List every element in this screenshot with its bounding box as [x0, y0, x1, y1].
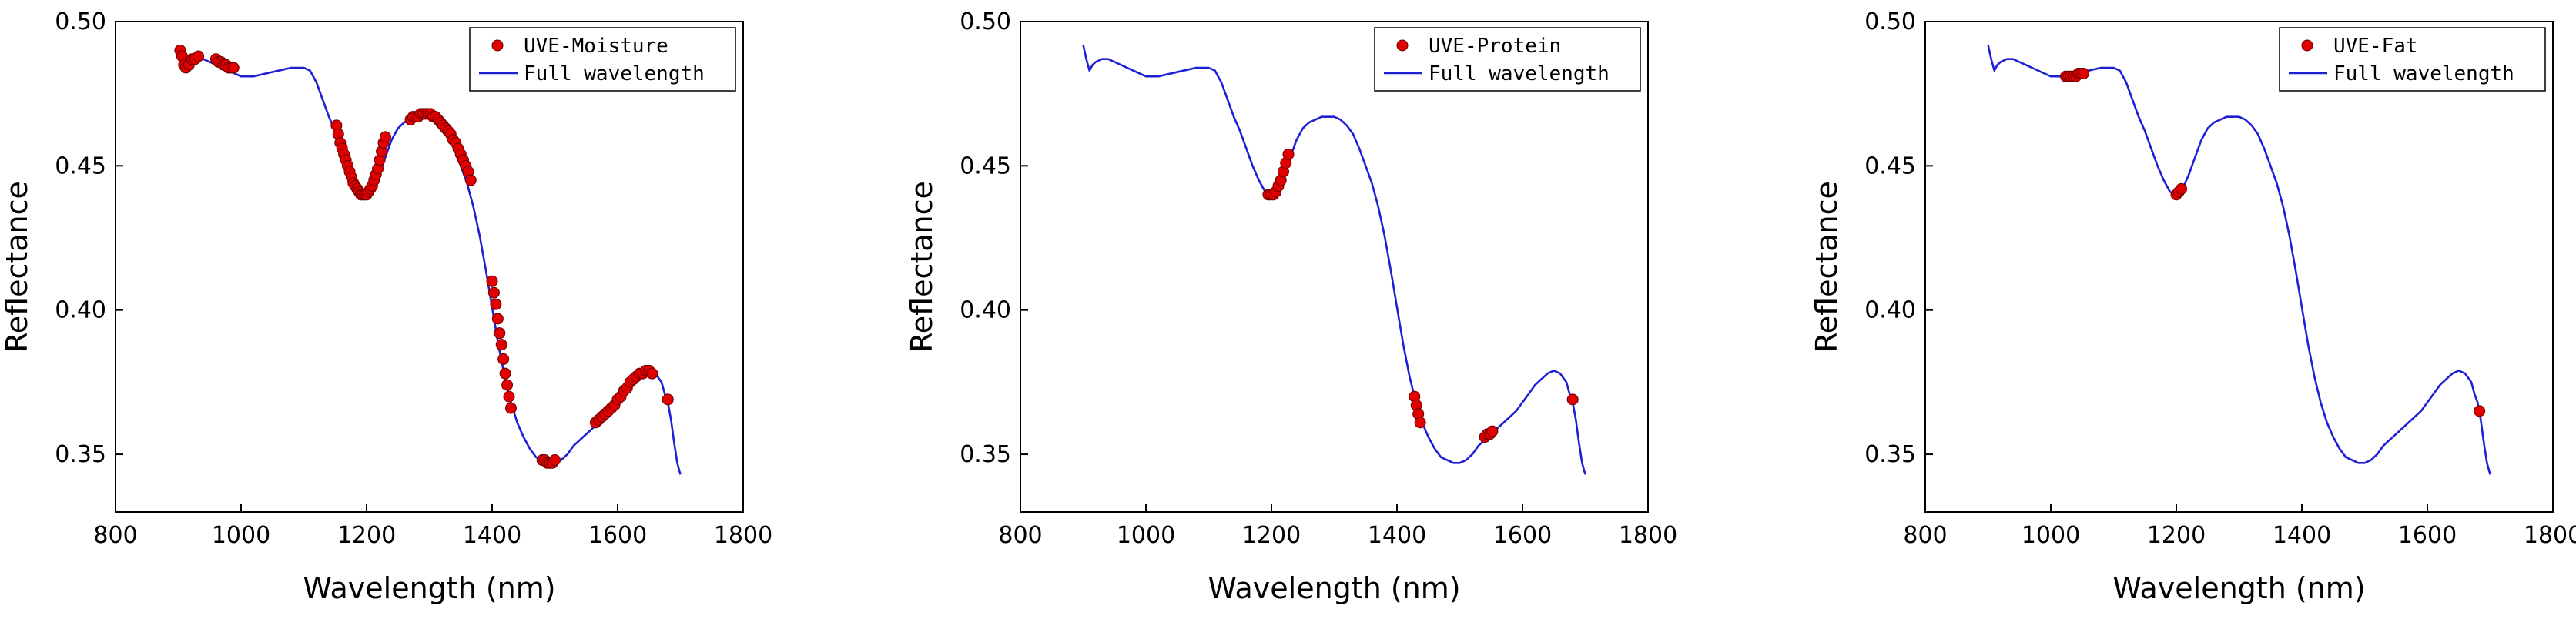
uve-point: [227, 62, 240, 74]
y-tick-label: 0.40: [960, 297, 1011, 324]
chart-panel-3: 800 1000 1200 1400 1600 1800 0.35 0.40 0.45 0.50 W…: [1810, 8, 2576, 605]
uve-point: [646, 367, 658, 380]
y-tick-label: 0.50: [1864, 8, 1916, 35]
plot-frame: [1020, 21, 1649, 513]
uve-point: [549, 454, 561, 467]
uve-point: [504, 402, 517, 414]
y-tick-label: 0.40: [1864, 297, 1916, 324]
uve-point: [1414, 417, 1426, 429]
uve-point: [487, 286, 500, 299]
legend-label-uve: UVE-Protein: [1429, 35, 1561, 58]
y-tick-label: 0.40: [55, 297, 106, 324]
y-tick-label: 0.45: [55, 152, 106, 179]
uve-point: [494, 327, 506, 340]
x-axis-label: Wavelength (nm): [2112, 571, 2365, 605]
legend-label-full: Full wavelength: [2333, 62, 2514, 85]
x-tick-label: 1000: [2022, 522, 2080, 549]
y-tick-label: 0.35: [55, 441, 106, 468]
x-tick-label: 1600: [2398, 522, 2457, 549]
plot-frame: [115, 21, 744, 513]
y-tick-label: 0.35: [1864, 441, 1916, 468]
x-tick-label: 1600: [1493, 522, 1552, 549]
x-tick-label: 1800: [2524, 522, 2576, 549]
full-wavelength-line: [1987, 44, 2491, 475]
uve-point: [486, 275, 498, 287]
uve-point: [499, 367, 511, 380]
x-tick-label: 1200: [337, 522, 396, 549]
legend-label-full: Full wavelength: [1429, 62, 1610, 85]
uve-point: [495, 339, 507, 351]
plot-frame: [1924, 21, 2554, 513]
legend-box: [2279, 27, 2546, 92]
uve-point: [2176, 182, 2188, 195]
uve-point: [1486, 425, 1499, 437]
legend-label-uve: UVE-Moisture: [524, 35, 668, 58]
uve-point: [497, 353, 510, 365]
uve-point: [662, 393, 674, 406]
x-axis-label: Wavelength (nm): [303, 571, 555, 605]
uve-point: [1566, 393, 1579, 406]
uve-point: [193, 50, 205, 62]
legend-marker-uve: [2301, 39, 2313, 52]
x-tick-label: 800: [998, 522, 1042, 549]
uve-point: [2474, 405, 2486, 417]
uve-point: [501, 379, 514, 391]
x-tick-label: 1200: [2147, 522, 2206, 549]
legend-marker-uve: [491, 39, 504, 52]
x-tick-label: 1400: [463, 522, 521, 549]
y-tick-label: 0.45: [960, 152, 1011, 179]
y-axis-label: Reflectance: [905, 181, 939, 353]
y-tick-label: 0.50: [960, 8, 1011, 35]
y-tick-label: 0.35: [960, 441, 1011, 468]
x-tick-label: 1400: [2273, 522, 2331, 549]
legend-box: [1374, 27, 1641, 92]
uve-point: [379, 131, 391, 143]
uve-point: [2077, 67, 2089, 79]
y-tick-label: 0.50: [55, 8, 106, 35]
x-axis-label: Wavelength (nm): [1208, 571, 1460, 605]
x-tick-label: 1000: [1117, 522, 1175, 549]
legend-label-uve: UVE-Fat: [2333, 35, 2418, 58]
x-tick-label: 1800: [1619, 522, 1677, 549]
uve-point: [490, 298, 502, 310]
x-tick-label: 800: [93, 522, 137, 549]
x-tick-label: 1200: [1242, 522, 1301, 549]
uve-point: [491, 313, 504, 325]
uve-point: [464, 174, 477, 186]
x-tick-label: 1000: [212, 522, 270, 549]
chart-panel-1: 800 1000 1200 1400 1600 1800 0.35 0.40 0.45 0.50 W…: [0, 8, 772, 605]
y-tick-label: 0.45: [1864, 152, 1916, 179]
legend-label-full: Full wavelength: [524, 62, 705, 85]
x-tick-label: 1400: [1368, 522, 1426, 549]
full-wavelength-line: [1082, 44, 1586, 475]
x-tick-label: 1800: [714, 522, 772, 549]
x-tick-label: 800: [1903, 522, 1947, 549]
y-axis-label: Reflectance: [1810, 181, 1844, 353]
y-axis-label: Reflectance: [0, 181, 34, 353]
legend-marker-uve: [1396, 39, 1409, 52]
uve-point: [1282, 148, 1295, 160]
x-tick-label: 1600: [588, 522, 647, 549]
uve-point: [503, 390, 515, 403]
chart-panel-2: 800 1000 1200 1400 1600 1800 0.35 0.40 0.45 0.50 W…: [905, 8, 1677, 605]
legend-box: [469, 27, 736, 92]
